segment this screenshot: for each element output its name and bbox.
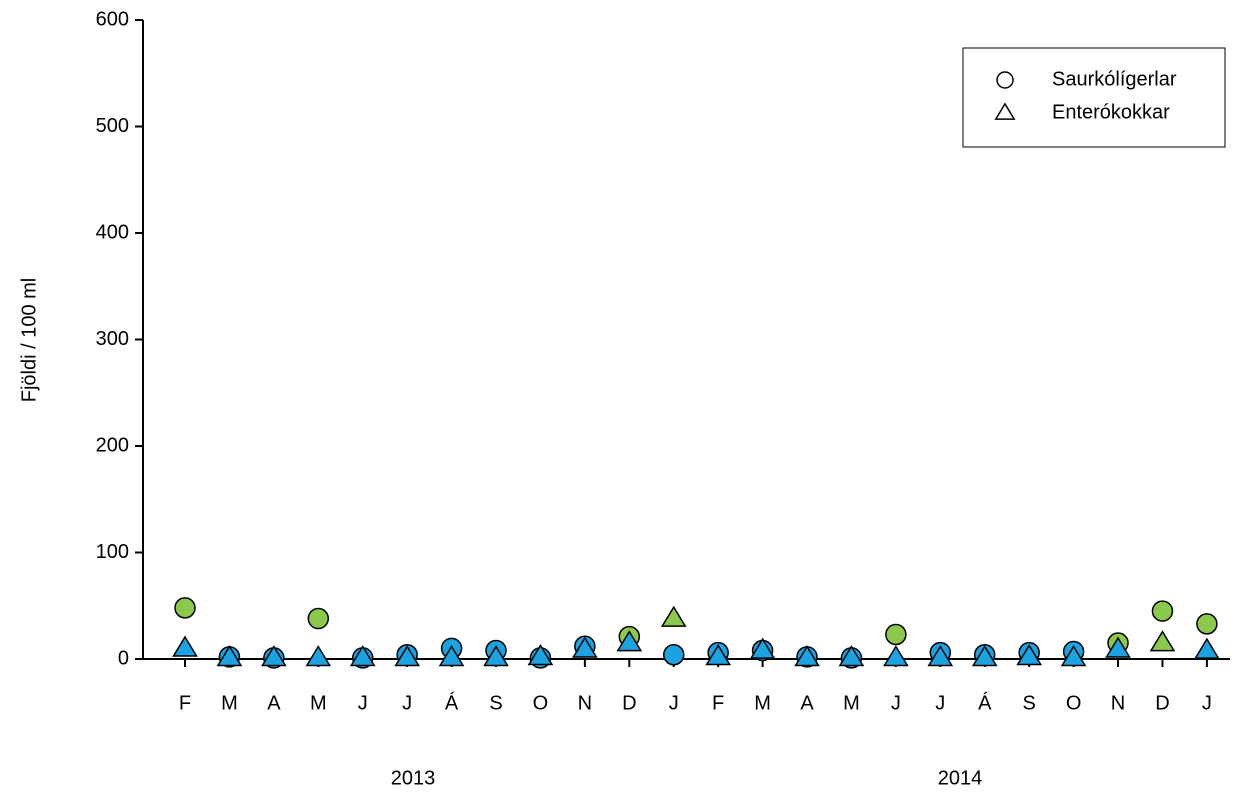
x-tick-label: F (712, 692, 724, 714)
triangle-point (216, 645, 243, 667)
circle-point (885, 623, 907, 646)
triangle-point (572, 636, 598, 658)
triangle-point (1060, 645, 1087, 667)
triangle-point (616, 630, 643, 652)
x-tick-label: D (622, 692, 636, 714)
x-tick-label: J (669, 692, 679, 714)
x-tick-label: S (1022, 692, 1035, 714)
x-tick-label: Á (445, 691, 459, 714)
legend-label: Enterókokkar (1052, 101, 1170, 123)
circle-point (1151, 600, 1174, 622)
x-tick-label: N (1111, 692, 1125, 714)
y-tick-label: 300 (96, 328, 129, 350)
triangle-point (261, 645, 287, 667)
x-tick-label: N (578, 692, 592, 714)
triangle-point (1105, 636, 1131, 658)
triangle-point (927, 645, 954, 667)
y-tick-label: 200 (96, 434, 129, 456)
circle-point (174, 597, 196, 619)
y-tick-label: 0 (118, 647, 129, 669)
triangle-point (794, 645, 820, 667)
x-tick-label: M (310, 692, 327, 714)
triangle-point (349, 645, 376, 667)
triangle-point (1149, 630, 1176, 652)
triangle-point (838, 645, 865, 667)
x-tick-label: M (843, 692, 860, 714)
legend-box (962, 47, 1226, 148)
triangle-point (883, 645, 909, 667)
triangle-point (438, 645, 465, 667)
triangle-point (483, 645, 509, 667)
x-tick-label: M (754, 692, 771, 714)
legend-marker (994, 102, 1016, 120)
triangle-point (660, 605, 687, 627)
x-tick-label: D (1155, 692, 1169, 714)
legend-label: Saurkólígerlar (1052, 68, 1177, 90)
x-tick-label: J (1202, 692, 1212, 714)
x-tick-label: F (179, 692, 191, 714)
year-label: 2014 (938, 767, 983, 789)
x-tick-label: O (533, 692, 549, 714)
legend-marker (996, 71, 1014, 89)
x-tick-label: J (402, 692, 412, 714)
x-tick-label: A (800, 692, 814, 714)
y-tick-label: 500 (96, 115, 129, 137)
circle-point (307, 607, 330, 630)
circle-point (662, 643, 685, 666)
y-tick-label: 600 (96, 8, 129, 30)
triangle-point (1016, 644, 1043, 666)
triangle-point (172, 635, 198, 657)
triangle-point (527, 644, 554, 666)
x-tick-label: J (358, 692, 368, 714)
x-tick-label: M (221, 692, 238, 714)
x-tick-label: Á (978, 691, 992, 714)
triangle-point (749, 637, 776, 659)
x-tick-label: J (935, 692, 945, 714)
triangle-point (1194, 637, 1220, 659)
x-tick-label: J (891, 692, 901, 714)
x-tick-label: S (489, 692, 502, 714)
circle-point (1196, 613, 1218, 635)
triangle-point (394, 645, 420, 667)
x-tick-label: A (267, 692, 281, 714)
year-label: 2013 (391, 767, 436, 789)
y-tick-label: 400 (96, 221, 129, 243)
triangle-point (705, 644, 731, 666)
x-tick-label: O (1066, 692, 1082, 714)
triangle-point (305, 645, 332, 667)
y-axis-label: Fjöldi / 100 ml (18, 278, 40, 403)
y-tick-label: 100 (96, 541, 129, 563)
triangle-point (971, 645, 998, 667)
